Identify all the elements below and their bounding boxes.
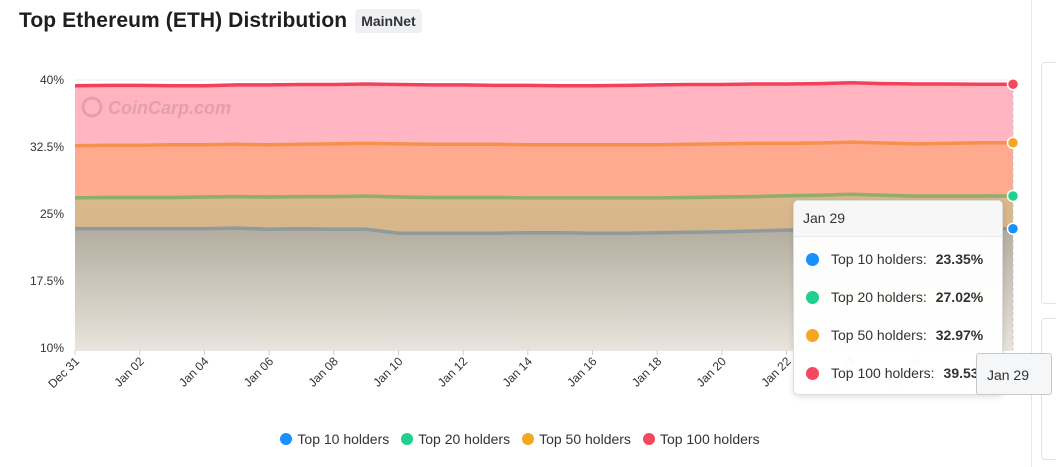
x-tick-label: Jan 06: [241, 354, 277, 390]
x-tick-label: Jan 12: [435, 354, 471, 390]
top10-dot-icon: [806, 252, 819, 266]
x-tick-label: Dec 31: [45, 354, 82, 391]
hover-markers: [1006, 77, 1020, 235]
x-tick-label: Jan 22: [758, 354, 794, 390]
top20-dot-icon: [806, 290, 819, 304]
chart-header: Top Ethereum (ETH) Distribution MainNet: [19, 9, 422, 33]
y-tick-label: 32.5%: [30, 140, 64, 154]
x-tick-label: Jan 08: [306, 354, 342, 390]
network-badge: MainNet: [355, 9, 422, 33]
x-tick-label: Jan 16: [564, 354, 600, 390]
top100-legend-icon: [642, 433, 655, 445]
tooltip-date: Jan 29: [794, 201, 1002, 237]
line-top20[interactable]: [74, 192, 1013, 200]
legend-item-top20[interactable]: Top 20 holders: [401, 431, 510, 447]
area-top10: [75, 228, 1013, 350]
y-tick-label: 10%: [40, 341, 64, 355]
watermark-text: CoinCarp.com: [108, 98, 231, 118]
marker-top100: [1006, 77, 1020, 91]
top50-dot-icon: [806, 328, 819, 342]
tooltip-row-top10: Top 10 holders: 23.35%: [806, 251, 983, 267]
x-tick-label: Jan 14: [500, 354, 536, 390]
line-top100[interactable]: [74, 80, 1013, 88]
legend-item-top50[interactable]: Top 50 holders: [522, 431, 631, 447]
tooltip-row-top100: Top 100 holders: 39.53%: [806, 365, 991, 381]
page-title: Top Ethereum (ETH) Distribution: [19, 9, 348, 32]
legend-item-top10[interactable]: Top 10 holders: [280, 431, 389, 447]
y-axis: 40% 32.5% 25% 17.5% 10%: [30, 73, 64, 355]
x-tick-label: Jan 02: [111, 354, 147, 390]
marker-top20: [1006, 189, 1020, 203]
chart-legend: Top 10 holders Top 20 holders Top 50 hol…: [0, 431, 1040, 447]
x-tick-label: Jan 20: [694, 354, 730, 390]
watermark-logo-icon: [81, 96, 103, 118]
line-top50[interactable]: [74, 140, 1013, 148]
x-tick-label: Jan 04: [176, 354, 212, 390]
top10-legend-icon: [280, 433, 293, 445]
x-tick-label: Jan 10: [370, 354, 406, 390]
tooltip-row-top50: Top 50 holders: 32.97%: [806, 327, 983, 343]
top100-dot-icon: [806, 366, 819, 380]
top20-legend-icon: [401, 433, 414, 445]
marker-top10: [1006, 222, 1020, 235]
x-tick-label: Jan 18: [629, 354, 665, 390]
x-axis-hover-label: Jan 29: [976, 353, 1052, 395]
y-tick-label: 17.5%: [30, 274, 64, 288]
marker-top50: [1006, 136, 1020, 150]
y-tick-label: 40%: [40, 73, 64, 87]
panel-divider: [1031, 0, 1032, 467]
y-tick-label: 25%: [40, 207, 64, 221]
tooltip-row-top20: Top 20 holders: 27.02%: [806, 289, 983, 305]
legend-item-top100[interactable]: Top 100 holders: [642, 431, 760, 447]
side-panel: [1041, 62, 1056, 304]
series-areas: [75, 82, 1013, 350]
hover-tooltip: Jan 29 Top 10 holders: 23.35% Top 20 hol…: [793, 200, 1003, 395]
top50-legend-icon: [522, 433, 535, 445]
